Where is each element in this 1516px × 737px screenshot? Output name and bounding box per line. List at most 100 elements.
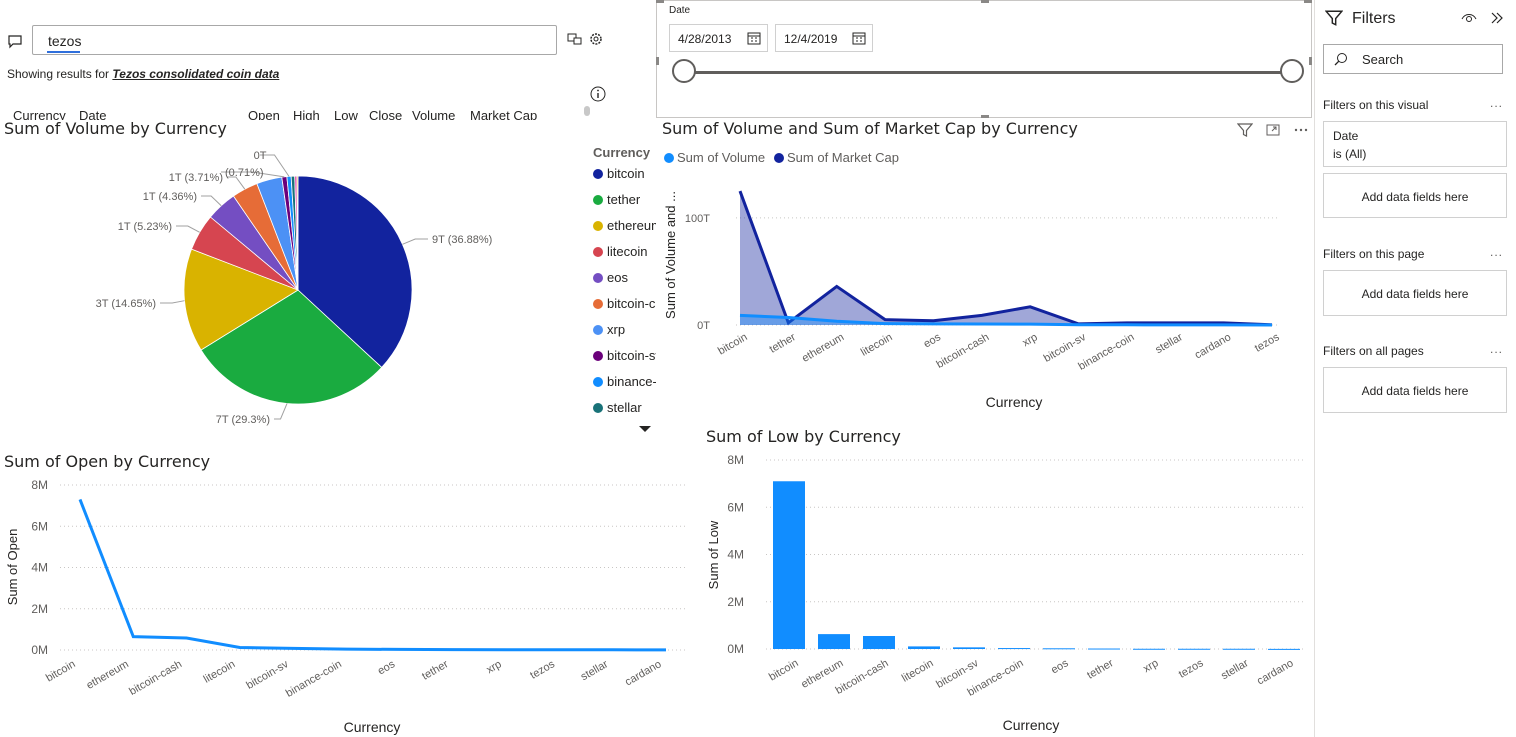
legend-scroll-down-icon[interactable]	[639, 426, 651, 434]
filters-search-input[interactable]: Search	[1323, 44, 1503, 74]
legend-item-eos[interactable]: eos	[593, 270, 656, 285]
end-date-input[interactable]: 12/4/2019	[775, 24, 873, 52]
area-legend-label[interactable]: Sum of Volume	[677, 150, 765, 165]
start-date-input[interactable]: 4/28/2013	[669, 24, 768, 52]
legend-label: xrp	[607, 322, 626, 337]
bar-x-axis-title: Currency	[1003, 717, 1060, 733]
date-range-track[interactable]	[684, 71, 1292, 74]
bar-litecoin[interactable]	[908, 646, 940, 649]
area-x-tick: tether	[767, 331, 798, 356]
resize-handle[interactable]	[981, 0, 989, 3]
open-series-line[interactable]	[78, 498, 667, 652]
legend-item-stellar[interactable]: stellar	[593, 400, 656, 415]
eye-icon[interactable]	[1461, 11, 1477, 25]
qa-query-underline	[47, 51, 80, 53]
area-x-tick: cardano	[1193, 331, 1233, 361]
pie-leader-line	[160, 300, 185, 304]
pie-slice-bitcoin[interactable]	[297, 175, 413, 368]
filters-all-more-button[interactable]: ...	[1490, 342, 1504, 356]
area-legend-marker	[774, 153, 784, 163]
filter-field-name: Date	[1333, 129, 1359, 143]
line-x-tick: bitcoin-sv	[244, 658, 291, 692]
collapse-pane-icon[interactable]	[1490, 11, 1504, 25]
legend-marker	[593, 273, 603, 283]
legend-item-binance-coin[interactable]: binance-coin	[593, 374, 656, 389]
market-cap-line[interactable]	[738, 190, 1273, 327]
scrollbar-thumb[interactable]	[584, 106, 590, 116]
calendar-icon[interactable]	[852, 31, 866, 45]
comment-icon	[8, 35, 22, 49]
pie-data-label: 1T (3.71%)	[169, 172, 223, 184]
resize-handle[interactable]	[656, 57, 659, 65]
pie-legend-title: Currency	[593, 145, 651, 160]
gear-icon[interactable]	[588, 31, 604, 47]
area-y-axis-title: Sum of Volume and ...	[663, 191, 678, 319]
filter-icon[interactable]	[1237, 122, 1253, 138]
area-x-tick: tezos	[1253, 331, 1282, 355]
legend-item-tether[interactable]: tether	[593, 192, 656, 207]
resize-handle[interactable]	[981, 115, 989, 118]
focus-mode-icon[interactable]	[1265, 122, 1281, 138]
area-x-tick: ethereum	[800, 331, 846, 365]
legend-marker	[593, 325, 603, 335]
table-header: Volume	[412, 108, 456, 120]
qa-question-input[interactable]: tezos	[32, 25, 557, 55]
line-x-tick: tezos	[528, 658, 557, 682]
showing-results-link[interactable]: Tezos consolidated coin data	[112, 67, 280, 81]
legend-label: bitcoin	[607, 166, 645, 181]
pie-leader-line	[227, 176, 246, 190]
legend-label: eos	[607, 270, 628, 285]
bar-tezos[interactable]	[1178, 648, 1210, 650]
line-x-tick: stellar	[579, 658, 611, 683]
pie-slice-tezos[interactable]	[296, 175, 299, 291]
area-y-tick: 100T	[685, 213, 710, 225]
bar-tether[interactable]	[1088, 648, 1120, 650]
bar-bitcoin[interactable]	[773, 481, 805, 649]
page-add-fields-well[interactable]: Add data fields here	[1323, 270, 1507, 316]
bar-binance-coin[interactable]	[998, 648, 1030, 650]
calendar-icon[interactable]	[747, 31, 761, 45]
bar-x-tick: bitcoin	[767, 657, 801, 683]
convert-visual-icon[interactable]	[566, 31, 582, 47]
info-icon[interactable]	[590, 86, 606, 102]
filters-page-more-button[interactable]: ...	[1490, 245, 1504, 259]
line-x-tick: tether	[420, 658, 451, 683]
bar-xrp[interactable]	[1133, 648, 1165, 650]
bar-bitcoin-sv[interactable]	[953, 647, 985, 649]
legend-item-bitcoin[interactable]: bitcoin	[593, 166, 656, 181]
legend-item-bitcoin-sv[interactable]: bitcoin-sv	[593, 348, 656, 363]
end-slider-handle[interactable]	[1280, 59, 1304, 83]
table-header: Close	[369, 108, 403, 120]
table-header: High	[293, 108, 320, 120]
bar-x-tick: stellar	[1219, 657, 1251, 682]
search-icon	[1334, 53, 1347, 66]
bar-bitcoin-cash[interactable]	[863, 636, 895, 649]
legend-item-litecoin[interactable]: litecoin	[593, 244, 656, 259]
bar-ethereum[interactable]	[818, 634, 850, 649]
pie-data-label: 3T (14.65%)	[96, 298, 156, 310]
filters-visual-more-button[interactable]: ...	[1490, 96, 1504, 110]
legend-marker	[593, 195, 603, 205]
bar-cardano[interactable]	[1268, 648, 1300, 650]
bar-eos[interactable]	[1043, 648, 1075, 650]
start-slider-handle[interactable]	[672, 59, 696, 83]
volume-line[interactable]	[739, 313, 1273, 327]
visual-add-fields-well[interactable]: Add data fields here	[1323, 173, 1507, 218]
all-pages-add-fields-well[interactable]: Add data fields here	[1323, 367, 1507, 413]
area-x-tick: eos	[922, 331, 944, 351]
resize-handle[interactable]	[656, 0, 664, 3]
area-legend-label[interactable]: Sum of Market Cap	[787, 150, 899, 165]
resize-handle[interactable]	[1309, 57, 1312, 65]
resize-handle[interactable]	[1304, 0, 1312, 3]
line-x-tick: ethereum	[85, 658, 131, 692]
more-options-icon[interactable]	[1293, 122, 1309, 138]
legend-item-xrp[interactable]: xrp	[593, 322, 656, 337]
legend-item-bitcoin-cash[interactable]: bitcoin-cash	[593, 296, 656, 311]
date-filter-card[interactable]: Date is (All)	[1323, 121, 1507, 167]
date-slicer	[656, 0, 1312, 118]
line-x-axis-title: Currency	[344, 719, 401, 735]
bar-stellar[interactable]	[1223, 648, 1255, 650]
legend-item-ethereum[interactable]: ethereum	[593, 218, 656, 233]
add-fields-label: Add data fields here	[1361, 384, 1469, 398]
